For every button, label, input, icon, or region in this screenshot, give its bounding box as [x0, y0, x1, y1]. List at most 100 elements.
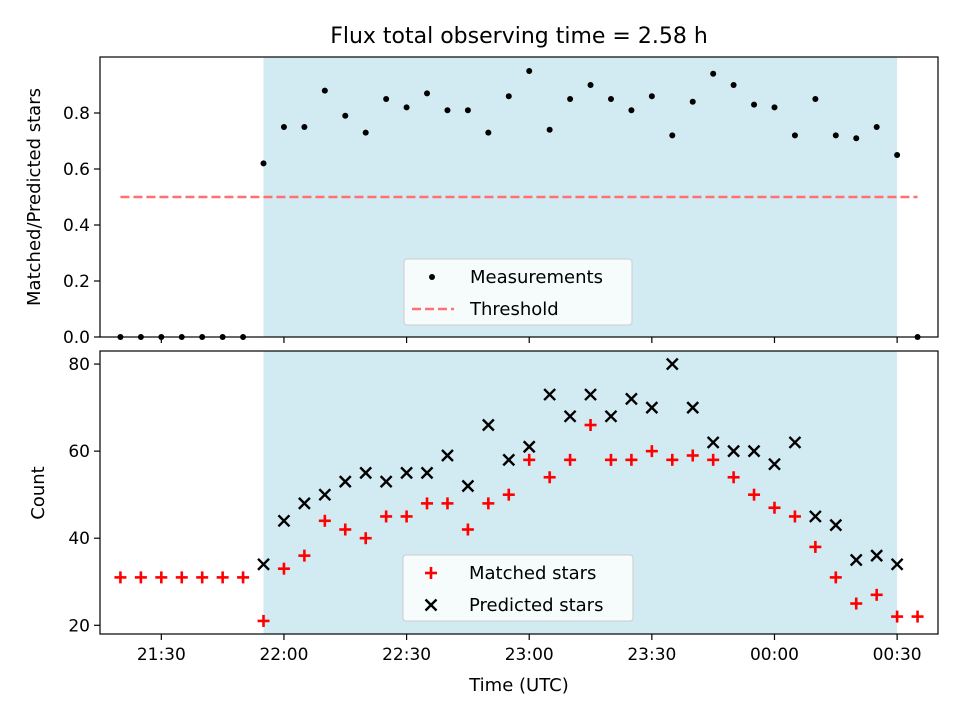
- measurement-point: [260, 160, 267, 167]
- bottom-axes-frame: [99, 350, 939, 635]
- matched-star-point: [768, 501, 781, 514]
- matched-star-point: [237, 571, 250, 584]
- matched-star-point: [584, 419, 597, 432]
- predicted-star-point: [768, 457, 781, 471]
- matched-star-point: [400, 510, 413, 523]
- legend-measurement-swatch: [429, 274, 435, 280]
- bottom-legend: Matched stars Predicted stars: [402, 554, 634, 622]
- x-tick-label: 21:30: [137, 645, 186, 665]
- x-tick-label: 22:00: [259, 645, 308, 665]
- measurement-point: [791, 132, 798, 139]
- predicted-star-point: [706, 436, 720, 449]
- ratio-panel: 0.0 0.2 0.4 0.6 0.8 Measurements Threshold: [63, 56, 939, 348]
- measurement-point: [894, 152, 901, 158]
- predicted-star-point: [379, 475, 393, 488]
- measurement-point: [873, 124, 880, 130]
- matched-star-point: [850, 597, 863, 610]
- matched-star-point: [216, 571, 229, 584]
- legend-label: Measurements: [470, 267, 603, 288]
- matched-star-point: [257, 614, 270, 627]
- matched-star-point: [645, 445, 658, 458]
- predicted-star-point: [645, 401, 659, 414]
- top-y-tick-label: 0.8: [63, 104, 90, 124]
- matched-star-point: [318, 514, 331, 527]
- measurement-point: [526, 68, 533, 74]
- predicted-star-point: [890, 557, 904, 571]
- top-chart-title: Flux total observing time = 2.58 h: [330, 24, 708, 49]
- matched-star-point: [134, 571, 147, 584]
- matched-star-point: [911, 610, 924, 623]
- top-axes-frame: [99, 56, 939, 338]
- matched-star-point: [666, 453, 679, 466]
- bottom-series-predicted-stars: [257, 357, 904, 571]
- measurement-point: [280, 124, 287, 130]
- matched-star-point: [748, 488, 761, 501]
- matched-star-point: [686, 449, 699, 462]
- matched-star-point: [543, 471, 556, 484]
- measurement-point: [648, 93, 655, 100]
- measurement-point: [485, 129, 492, 136]
- x-tick-label: 00:00: [750, 645, 799, 665]
- matched-star-point: [441, 497, 454, 510]
- predicted-star-point: [727, 444, 740, 458]
- bottom-y-tick-label: 40: [68, 529, 90, 549]
- top-y-axis-label: Matched/Predicted stars: [24, 88, 45, 306]
- measurement-point: [505, 93, 512, 100]
- top-y-tick-label: 0.2: [63, 272, 90, 292]
- predicted-star-point: [318, 488, 332, 502]
- matched-star-point: [788, 510, 801, 523]
- legend-predicted-swatch: [424, 598, 438, 612]
- predicted-star-point: [849, 553, 863, 567]
- measurement-point: [403, 104, 410, 111]
- bottom-y-tick-label: 20: [68, 616, 90, 636]
- top-series-measurements: [117, 68, 921, 340]
- measurement-point: [710, 70, 717, 77]
- predicted-star-point: [584, 388, 597, 401]
- measurement-point: [546, 126, 553, 133]
- predicted-star-point: [665, 357, 679, 371]
- predicted-star-point: [359, 466, 373, 480]
- predicted-star-point: [481, 418, 495, 432]
- matched-star-point: [196, 571, 209, 584]
- predicted-star-point: [502, 453, 516, 467]
- matched-star-point: [870, 588, 883, 601]
- measurement-point: [628, 107, 635, 114]
- measurement-point: [771, 104, 778, 111]
- matched-star-point: [114, 571, 127, 584]
- matched-star-point: [175, 571, 188, 584]
- measurement-point: [751, 101, 758, 108]
- predicted-star-point: [420, 466, 434, 480]
- matched-star-point: [829, 571, 842, 584]
- matched-star-point: [891, 610, 904, 623]
- matched-star-point: [482, 497, 495, 510]
- matched-star-point: [809, 540, 822, 553]
- measurement-point: [689, 98, 696, 105]
- x-tick-label: 23:30: [627, 645, 676, 665]
- top-y-tick-label: 0.6: [63, 160, 90, 180]
- top-y-tick-label: 0.0: [63, 328, 90, 348]
- top-y-tick-label: 0.4: [63, 216, 90, 236]
- matched-star-point: [625, 453, 638, 466]
- predicted-star-point: [277, 514, 291, 528]
- matched-star-point: [380, 510, 393, 523]
- matched-star-point: [339, 523, 352, 536]
- matched-star-point: [155, 571, 168, 584]
- predicted-star-point: [788, 436, 802, 449]
- predicted-star-point: [441, 449, 454, 462]
- predicted-star-point: [604, 409, 618, 423]
- matched-star-point: [564, 453, 577, 466]
- matched-star-point: [298, 549, 311, 562]
- measurement-point: [730, 82, 737, 88]
- bottom-y-tick-label: 60: [68, 442, 90, 462]
- measurement-point: [342, 112, 349, 119]
- measurement-point: [567, 96, 574, 102]
- predicted-star-point: [563, 409, 577, 423]
- predicted-star-point: [829, 518, 843, 532]
- predicted-star-point: [461, 479, 475, 493]
- measurement-point: [383, 96, 390, 102]
- predicted-star-point: [625, 392, 638, 406]
- measurement-point: [812, 96, 819, 102]
- measurement-point: [853, 135, 860, 142]
- bottom-series-matched-stars: [114, 419, 924, 627]
